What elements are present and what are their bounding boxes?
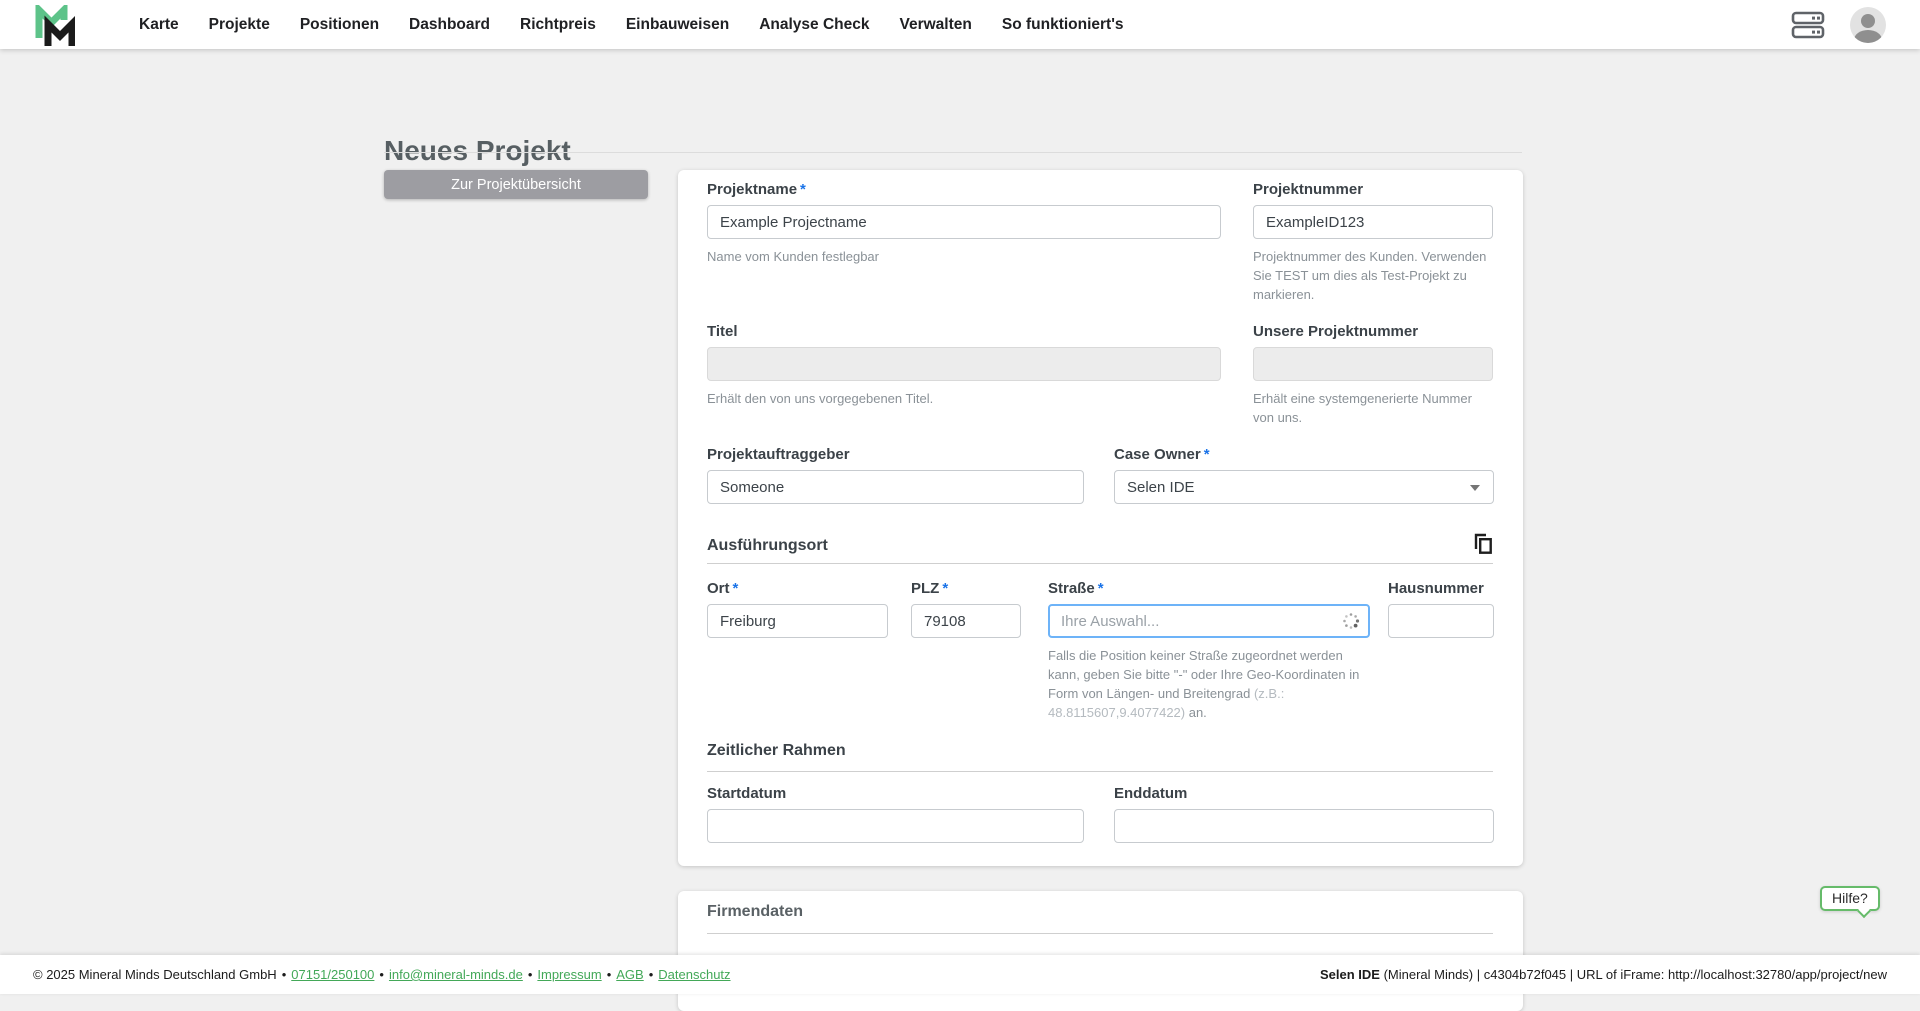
projektnummer-label: Projektnummer	[1253, 181, 1364, 198]
required-marker: *	[942, 580, 949, 597]
help-bubble-tail	[1856, 903, 1871, 919]
hausnummer-label: Hausnummer	[1388, 580, 1484, 597]
startdatum-label: Startdatum	[707, 785, 787, 802]
strasse-label: Straße *	[1048, 580, 1104, 597]
user-avatar-icon[interactable]	[1850, 6, 1886, 43]
required-marker: *	[732, 580, 739, 597]
footer-separator: •	[379, 967, 384, 982]
plz-input[interactable]	[911, 604, 1021, 638]
nav-item-projekte[interactable]: Projekte	[208, 15, 270, 33]
case-owner-label: Case Owner *	[1114, 446, 1210, 463]
titel-input	[707, 347, 1221, 381]
back-to-project-overview-button[interactable]: Zur Projektübersicht	[384, 170, 648, 199]
avatar-head	[1861, 13, 1875, 28]
titel-label: Titel	[707, 323, 738, 340]
startdatum-input[interactable]	[707, 809, 1084, 843]
projektnummer-input[interactable]	[1253, 205, 1493, 239]
footer-link-email[interactable]: info@mineral-minds.de	[388, 967, 523, 982]
footer-separator: •	[648, 967, 654, 982]
projektname-hint: Name vom Kunden festlegbar	[707, 249, 879, 264]
required-marker: *	[1097, 580, 1104, 597]
footer-separator: •	[527, 967, 533, 982]
required-marker: *	[800, 181, 806, 198]
copy-icon[interactable]	[1473, 533, 1493, 561]
main-navigation: Karte Projekte Positionen Dashboard Rich…	[139, 0, 1124, 49]
unsere-projektnummer-label: Unsere Projektnummer	[1253, 323, 1419, 340]
section-divider	[707, 933, 1493, 934]
footer-copyright: © 2025 Mineral Minds Deutschland GmbH	[33, 967, 277, 982]
required-marker: *	[1203, 446, 1210, 463]
footer-link-impressum[interactable]: Impressum	[537, 967, 602, 982]
projektname-label: Projektname *	[707, 181, 806, 198]
footer-link-phone[interactable]: 07151/250100	[291, 967, 375, 982]
titel-hint: Erhält den von uns vorgegebenen Titel.	[707, 391, 934, 406]
projektnummer-hint: Projektnummer des Kunden. Verwenden Sie …	[1253, 249, 1487, 302]
nav-item-verwalten[interactable]: Verwalten	[899, 15, 972, 33]
projektauftraggeber-label: Projektauftraggeber	[707, 446, 850, 463]
projektname-input[interactable]	[707, 205, 1221, 239]
section-divider	[707, 563, 1493, 564]
strasse-hint: Falls die Position keiner Straße zugeord…	[1048, 648, 1360, 720]
title-divider	[384, 152, 1522, 153]
section-title-zeitlicher-rahmen: Zeitlicher Rahmen	[707, 742, 846, 759]
nav-item-einbauweisen[interactable]: Einbauweisen	[625, 15, 730, 33]
footer-session-info: Selen IDE (Mineral Minds) | c4304b72f045…	[1319, 967, 1887, 982]
footer-link-datenschutz[interactable]: Datenschutz	[658, 967, 731, 982]
plz-label: PLZ *	[911, 580, 949, 597]
case-owner-selected-value: Selen IDE	[1127, 478, 1195, 496]
enddatum-input[interactable]	[1114, 809, 1494, 843]
nav-item-dashboard[interactable]: Dashboard	[409, 15, 491, 33]
footer-separator: •	[281, 967, 287, 982]
nav-item-positionen[interactable]: Positionen	[299, 15, 380, 33]
section-title-firmendaten: Firmendaten	[707, 903, 804, 920]
section-title-ausfuehrungsort: Ausführungsort	[707, 537, 828, 554]
chevron-down-icon	[1470, 485, 1480, 491]
hausnummer-input[interactable]	[1388, 604, 1494, 638]
top-navbar: Karte Projekte Positionen Dashboard Rich…	[0, 0, 1920, 49]
nav-item-analyse-check[interactable]: Analyse Check	[759, 15, 870, 33]
unsere-projektnummer-input	[1253, 347, 1493, 381]
footer: © 2025 Mineral Minds Deutschland GmbH • …	[0, 955, 1920, 994]
avatar-body	[1854, 29, 1882, 43]
unsere-projektnummer-hint: Erhält eine systemgenerierte Nummer von …	[1253, 391, 1472, 425]
footer-link-agb[interactable]: AGB	[616, 967, 644, 982]
page-title: Neues Projekt	[384, 134, 571, 166]
ort-input[interactable]	[707, 604, 888, 638]
new-project-form-card: Projektname* Name vom Kunden festlegbar …	[678, 170, 1523, 866]
footer-separator: •	[606, 967, 612, 982]
loading-spinner-icon	[1342, 612, 1360, 630]
enddatum-label: Enddatum	[1114, 785, 1188, 802]
nav-item-karte[interactable]: Karte	[139, 15, 179, 33]
nav-item-richtpreis[interactable]: Richtpreis	[520, 15, 596, 33]
server-icon[interactable]	[1791, 10, 1825, 40]
case-owner-select[interactable]: Selen IDE	[1114, 470, 1494, 504]
ort-label: Ort *	[707, 580, 739, 597]
section-divider	[707, 771, 1493, 772]
strasse-input[interactable]	[1048, 604, 1370, 638]
nav-item-so-funktionierts[interactable]: So funktioniert's	[1001, 15, 1124, 33]
mineral-minds-logo-icon[interactable]	[35, 1, 76, 47]
help-button[interactable]: Hilfe?	[1820, 886, 1880, 919]
projektauftraggeber-input[interactable]	[707, 470, 1084, 504]
help-button-label: Hilfe?	[1832, 890, 1868, 906]
